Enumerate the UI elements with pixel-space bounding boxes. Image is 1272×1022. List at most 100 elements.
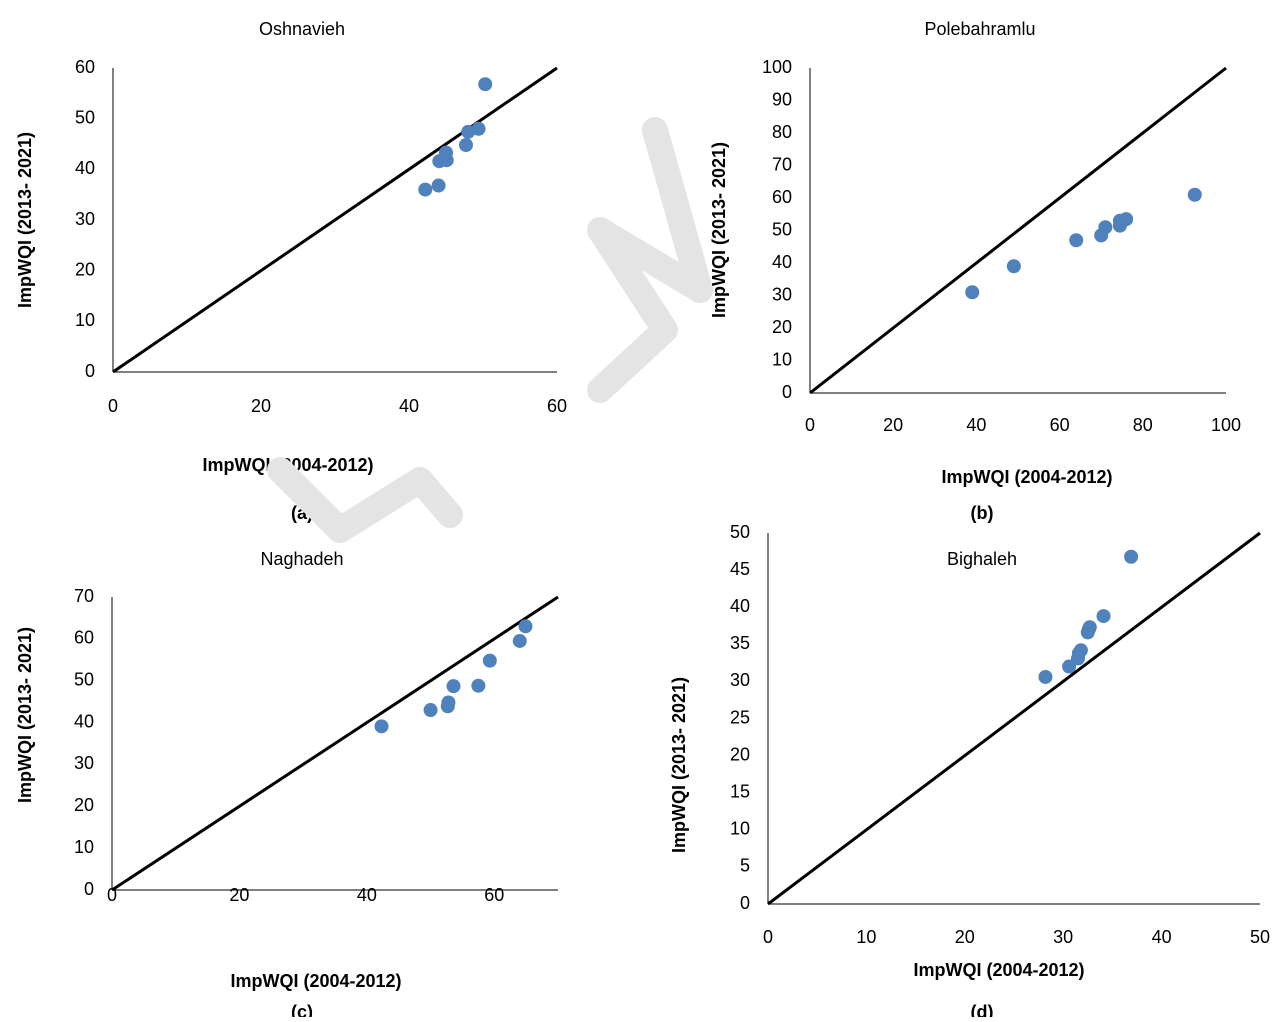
y-tick-label: 60: [74, 628, 94, 648]
data-point: [1082, 620, 1097, 635]
x-tick-label: 20: [251, 396, 271, 416]
data-point: [1187, 187, 1202, 202]
y-tick-label: 50: [772, 219, 792, 239]
x-tick-label: 0: [107, 885, 117, 905]
x-tick-label: 0: [108, 396, 118, 416]
y-tick-label: 20: [75, 259, 95, 279]
x-tick-label: 40: [357, 885, 377, 905]
y-tick-label: 10: [74, 837, 94, 857]
x-tick-label: 60: [547, 396, 567, 416]
data-point: [965, 285, 980, 300]
y-tick-label: 0: [782, 382, 792, 402]
data-point: [1038, 669, 1053, 684]
y-tick-label: 35: [730, 633, 750, 653]
y-tick-label: 0: [84, 879, 94, 899]
y-tick-label: 5: [740, 856, 750, 876]
y-tick-label: 40: [772, 252, 792, 272]
data-point: [439, 153, 454, 168]
data-point: [458, 138, 473, 153]
y-tick-label: 40: [75, 158, 95, 178]
data-point: [423, 703, 438, 718]
x-tick-label: 80: [1133, 415, 1153, 435]
x-tick-label: 40: [966, 415, 986, 435]
x-tick-label: 60: [1050, 415, 1070, 435]
y-tick-label: 40: [74, 711, 94, 731]
y-tick-label: 10: [772, 349, 792, 369]
y-tick-label: 50: [75, 107, 95, 127]
data-point: [441, 695, 456, 710]
x-tick-label: 30: [1053, 927, 1073, 947]
data-point: [1124, 549, 1139, 564]
y-tick-label: 15: [730, 781, 750, 801]
x-tick-label: 20: [229, 885, 249, 905]
chart-title: Oshnavieh: [259, 19, 345, 39]
data-point: [374, 719, 389, 734]
data-point: [1073, 643, 1088, 658]
data-point: [482, 653, 497, 668]
y-tick-label: 25: [730, 707, 750, 727]
x-tick-label: 50: [1250, 927, 1270, 947]
y-tick-label: 45: [730, 559, 750, 579]
data-point: [1062, 659, 1077, 674]
x-tick-label: 20: [955, 927, 975, 947]
y-axis-label: ImpWQI (2013- 2021): [15, 627, 35, 803]
y-tick-label: 90: [772, 89, 792, 109]
y-tick-label: 0: [740, 893, 750, 913]
data-point: [518, 619, 533, 634]
y-axis-label: ImpWQI (2013- 2021): [669, 677, 689, 853]
y-tick-label: 10: [75, 310, 95, 330]
data-point: [471, 121, 486, 136]
chart-title: Naghadeh: [260, 549, 343, 569]
data-point: [446, 679, 461, 694]
watermark-stroke-lower: [267, 457, 463, 543]
y-tick-label: 70: [74, 586, 94, 606]
y-tick-label: 70: [772, 154, 792, 174]
y-tick-label: 10: [730, 819, 750, 839]
y-tick-label: 80: [772, 122, 792, 142]
data-point: [1006, 259, 1021, 274]
x-tick-label: 60: [484, 885, 504, 905]
panel-label: (b): [971, 503, 994, 523]
data-point: [1096, 609, 1111, 624]
y-tick-label: 20: [772, 317, 792, 337]
x-tick-label: 20: [883, 415, 903, 435]
x-axis-label: ImpWQI (2004-2012): [230, 971, 401, 991]
watermark-stroke-upper: [587, 117, 713, 403]
data-point: [1069, 233, 1084, 248]
y-tick-label: 30: [730, 670, 750, 690]
y-tick-label: 30: [74, 753, 94, 773]
data-point: [512, 633, 527, 648]
data-point: [478, 77, 493, 92]
y-axis-label: ImpWQI (2013- 2021): [15, 132, 35, 308]
x-tick-label: 0: [805, 415, 815, 435]
y-axis-label: ImpWQI (2013- 2021): [709, 142, 729, 318]
data-point: [431, 178, 446, 193]
y-tick-label: 40: [730, 596, 750, 616]
y-tick-label: 50: [730, 522, 750, 542]
data-point: [1119, 212, 1134, 227]
x-tick-label: 0: [763, 927, 773, 947]
data-point: [1098, 220, 1113, 235]
x-axis-label: ImpWQI (2004-2012): [941, 467, 1112, 487]
y-tick-label: 20: [74, 795, 94, 815]
one-to-one-line: [767, 531, 1261, 906]
y-tick-label: 0: [85, 361, 95, 381]
x-tick-label: 40: [1152, 927, 1172, 947]
data-point: [418, 182, 433, 197]
x-tick-label: 100: [1211, 415, 1241, 435]
y-tick-label: 30: [772, 284, 792, 304]
data-point: [471, 678, 486, 693]
y-tick-label: 60: [75, 57, 95, 77]
y-tick-label: 20: [730, 744, 750, 764]
x-tick-label: 10: [856, 927, 876, 947]
one-to-one-line: [111, 595, 559, 892]
x-axis-label: ImpWQI (2004-2012): [913, 960, 1084, 980]
y-tick-label: 100: [762, 57, 792, 77]
one-to-one-line: [809, 66, 1227, 395]
y-tick-label: 60: [772, 187, 792, 207]
y-tick-label: 50: [74, 669, 94, 689]
chart-title: Polebahramlu: [924, 19, 1035, 39]
